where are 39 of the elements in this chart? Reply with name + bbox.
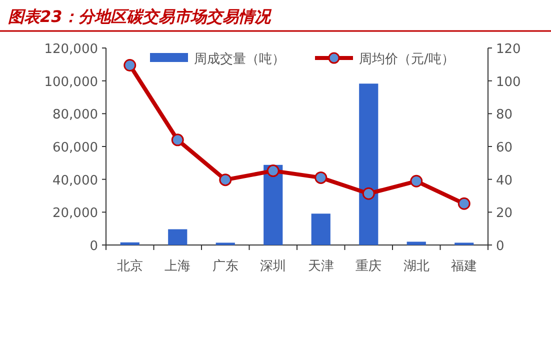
y2-tick-label: 40 [496, 173, 513, 188]
y2-tick-label: 80 [496, 108, 513, 123]
x-tick-label: 天津 [308, 259, 334, 274]
point [124, 58, 136, 72]
point [314, 171, 328, 184]
y-tick-label: 60,000 [52, 140, 98, 156]
bar [264, 164, 283, 245]
y-tick-label: 120,000 [44, 42, 98, 57]
point [219, 174, 232, 186]
x-tick-label: 福建 [451, 259, 478, 274]
y-tick-label: 80,000 [52, 108, 98, 123]
x-tick-label: 湖北 [403, 259, 430, 274]
legend-label: 周成交量（吨） [194, 51, 285, 67]
x-tick-label: 深圳 [260, 259, 286, 274]
bar [168, 229, 188, 245]
x-tick-label: 广东 [212, 259, 238, 274]
x-tick-label: 北京 [116, 259, 143, 274]
y2-tick-label: 120 [496, 42, 521, 57]
y2-tick-label: 0 [496, 239, 504, 254]
y2-tick-label: 100 [496, 74, 521, 90]
point [458, 197, 470, 210]
bar [406, 242, 426, 245]
x-tick-label: 重庆 [356, 259, 382, 274]
point [410, 174, 423, 188]
bar [359, 84, 378, 245]
chart-title: 图表23：分地区碳交易市场交易情况 [8, 7, 272, 26]
y-tick-label: 20,000 [52, 206, 98, 222]
point [266, 164, 280, 178]
point [171, 134, 184, 146]
y2-tick-label: 60 [496, 140, 513, 156]
y-tick-label: 40,000 [52, 173, 98, 188]
x-tick-label: 上海 [164, 259, 191, 274]
bar [311, 214, 330, 245]
y-tick-label: 100,000 [44, 74, 98, 90]
legend-label: 周均价（元/吨） [359, 52, 454, 67]
y2-tick-label: 20 [496, 206, 513, 222]
y-tick-label: 0 [90, 239, 98, 254]
bar [120, 242, 140, 245]
point [362, 187, 375, 200]
